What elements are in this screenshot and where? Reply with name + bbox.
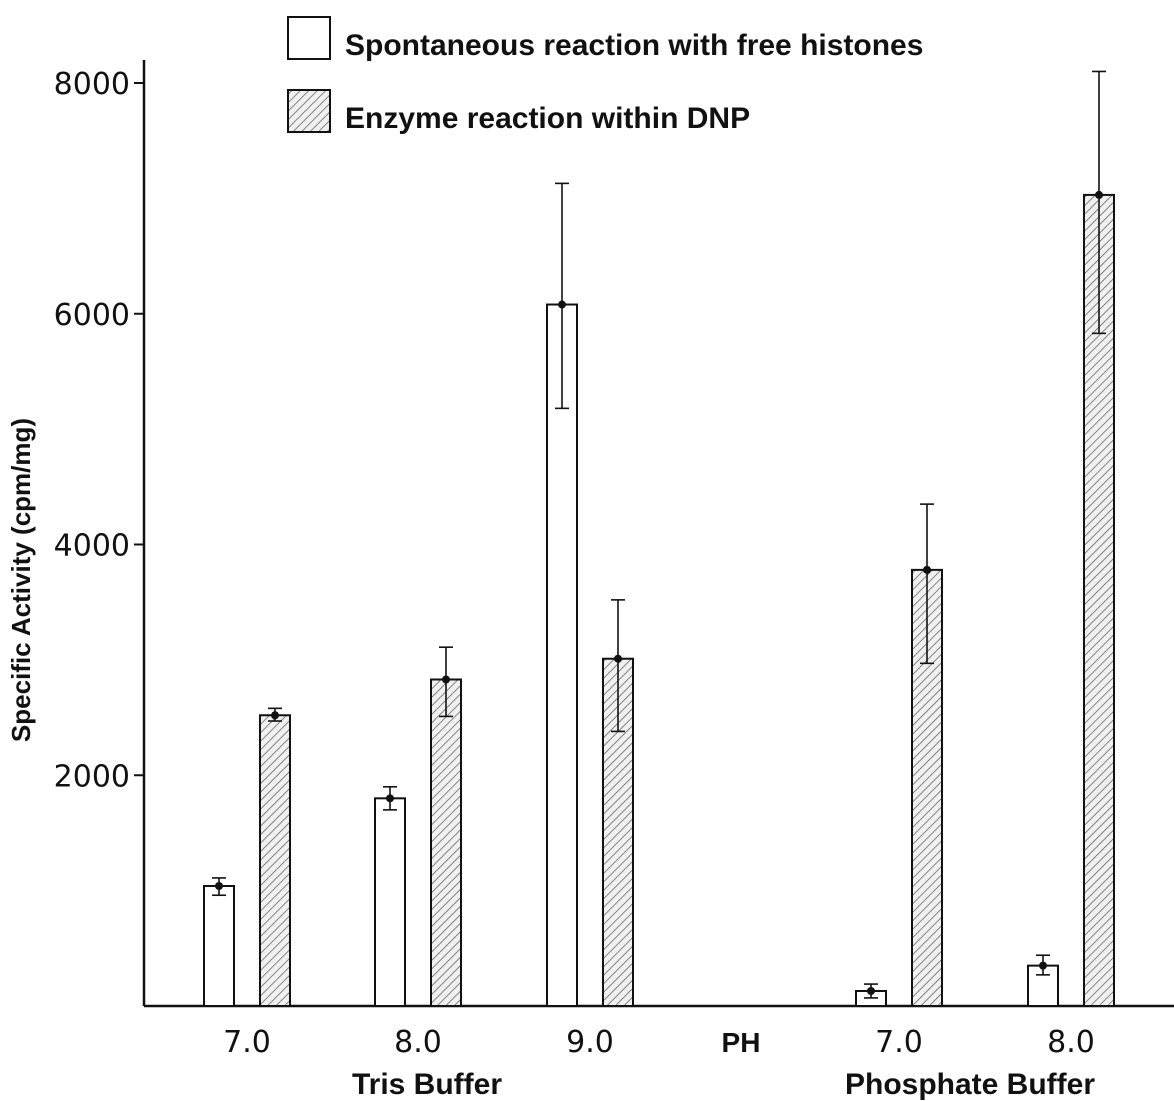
group-label-tris: Tris Buffer xyxy=(352,1068,502,1101)
y-tick-label: 2000 xyxy=(54,759,130,794)
bar-enzyme xyxy=(431,679,461,1006)
legend-label-enzyme: Enzyme reaction within DNP xyxy=(345,102,750,135)
x-axis-label: PH xyxy=(722,1027,761,1058)
mean-marker xyxy=(1095,191,1103,199)
axes xyxy=(144,60,1174,1006)
legend-label-spontaneous: Spontaneous reaction with free histones xyxy=(345,29,923,62)
x-tick-label: 8.0 xyxy=(1047,1025,1095,1060)
bar-spontaneous xyxy=(547,305,577,1006)
legend: Spontaneous reaction with free histones … xyxy=(288,17,923,135)
mean-marker xyxy=(215,882,223,890)
y-tick-label: 8000 xyxy=(54,67,130,102)
y-ticks: 2000 4000 6000 8000 xyxy=(54,67,144,794)
mean-marker xyxy=(386,794,394,802)
x-tick-label: 8.0 xyxy=(394,1025,442,1060)
error-bars xyxy=(212,71,1106,997)
mean-marker xyxy=(442,675,450,683)
x-tick-label: 9.0 xyxy=(566,1025,614,1060)
bar-enzyme xyxy=(260,715,290,1006)
x-tick-label: 7.0 xyxy=(223,1025,271,1060)
mean-marker xyxy=(271,711,279,719)
legend-swatch-spontaneous xyxy=(288,17,330,59)
mean-marker xyxy=(923,566,931,574)
x-tick-label: 7.0 xyxy=(875,1025,923,1060)
mean-marker xyxy=(614,655,622,663)
legend-swatch-enzyme xyxy=(288,90,330,132)
y-tick-label: 6000 xyxy=(54,298,130,333)
y-axis-label: Specific Activity (cpm/mg) xyxy=(6,418,36,742)
mean-marker xyxy=(558,301,566,309)
y-tick-label: 4000 xyxy=(54,529,130,564)
bars xyxy=(204,195,1114,1006)
bar-spontaneous xyxy=(204,886,234,1006)
mean-marker xyxy=(1039,962,1047,970)
bar-spontaneous xyxy=(375,798,405,1006)
x-ticks: 7.0 8.0 9.0 7.0 8.0 xyxy=(223,1025,1095,1060)
mean-marker xyxy=(867,987,875,995)
group-label-phosphate: Phosphate Buffer xyxy=(845,1068,1095,1101)
